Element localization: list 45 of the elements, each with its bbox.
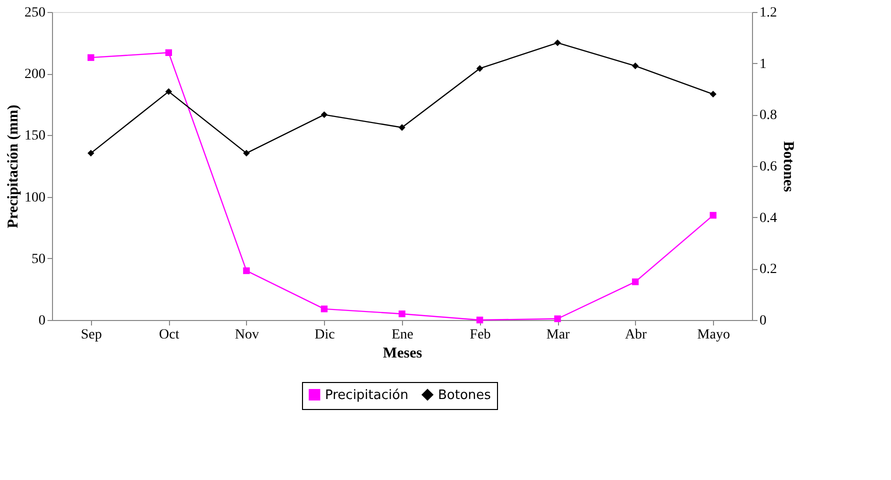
point: [710, 90, 716, 98]
point: [165, 49, 172, 56]
point: [710, 212, 716, 219]
point: [476, 65, 484, 72]
point: [398, 310, 406, 318]
point: [320, 306, 328, 312]
y-axis-title: Precipitación (mm): [6, 104, 22, 228]
point: [243, 267, 250, 274]
point: [165, 88, 172, 95]
y2-tick-label: 0.4: [760, 210, 777, 226]
x-tick-label: Mar: [546, 328, 570, 342]
y-tick-label: 150: [24, 128, 46, 144]
x-tick-label: Oct: [159, 328, 180, 342]
y-tick-label: 50: [32, 252, 46, 267]
y2-axis-title: Botones: [780, 141, 796, 192]
x-tick-label: Abr: [624, 328, 648, 342]
y2-tick-label: 0.6: [760, 160, 777, 174]
y-tick-label: 250: [24, 6, 46, 20]
x-axis-title: Meses: [382, 346, 422, 362]
y2-tick-label: 1.2: [760, 6, 777, 20]
y2-tick-label: 0: [760, 314, 766, 328]
y2-tick-label: 0.2: [760, 262, 777, 278]
x-tick-label: Dic: [314, 328, 335, 342]
point: [632, 278, 639, 286]
point: [320, 111, 328, 118]
point: [243, 150, 250, 157]
x-tick-label: Nov: [234, 328, 260, 342]
point: [554, 315, 561, 322]
x-tick-label: Mayo: [697, 328, 730, 342]
y-tick-label: 100: [24, 190, 46, 206]
legend-label: Botones: [438, 388, 492, 403]
legend-label: Precipitación: [325, 388, 408, 403]
y2-tick-label: 1: [760, 56, 766, 72]
point: [88, 150, 94, 157]
point: [554, 39, 561, 46]
point: [398, 124, 406, 131]
point: [632, 62, 639, 70]
point: [476, 316, 484, 324]
x-tick-label: Feb: [470, 328, 491, 342]
x-tick-label: Sep: [80, 328, 102, 342]
y-tick-label: 0: [38, 314, 46, 328]
point: [88, 54, 94, 61]
y-tick-label: 200: [24, 67, 46, 82]
x-tick-label: Ene: [392, 328, 414, 342]
y2-tick-label: 0.8: [760, 108, 777, 124]
